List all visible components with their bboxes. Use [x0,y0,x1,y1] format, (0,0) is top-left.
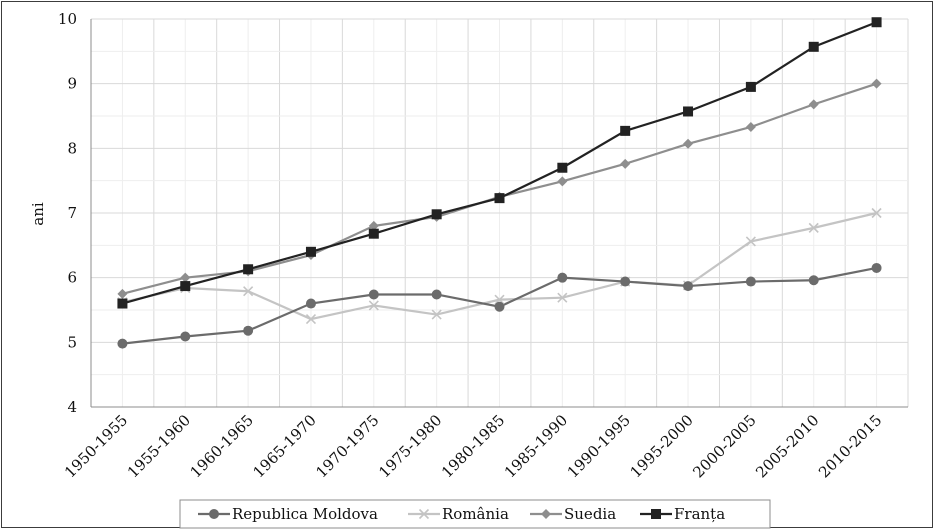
y-tick-label: 8 [67,139,77,157]
point-republica-moldova [620,276,631,287]
point-republica-moldova [117,338,128,349]
point-suedia [808,99,819,110]
point-republica-moldova [243,325,254,336]
point-franta [494,193,505,204]
y-tick-label: 9 [67,75,77,93]
point-franta [871,17,882,28]
x-tick-label: 1990-1995 [564,411,634,481]
point-suedia [683,138,694,149]
point-republica-moldova [431,289,442,300]
x-tick-label: 1970-1975 [312,411,382,481]
point-romania [808,222,819,233]
point-romania [305,313,317,325]
point-romania [745,236,756,247]
legend-marker-romania [418,508,430,520]
legend-marker-franta [651,509,661,519]
x-tick-label: 1980-1985 [438,411,508,481]
legend-label-franta: Franța [674,505,725,523]
point-romania [431,309,442,320]
y-tick-label: 4 [67,398,77,416]
point-republica-moldova [368,289,379,300]
legend-marker-republica-moldova [209,509,219,519]
point-franta [243,264,254,275]
point-romania [557,292,568,303]
y-tick-label: 6 [67,269,77,287]
point-franta [305,246,316,257]
point-republica-moldova [871,262,882,273]
point-republica-moldova [305,298,316,309]
y-tick-label: 7 [67,204,77,222]
point-suedia [871,78,882,89]
series-markers [117,17,882,349]
x-tick-label: 1985-1990 [501,411,571,481]
axes [90,19,908,408]
y-tick-label: 10 [58,10,77,28]
point-republica-moldova [745,276,756,287]
point-republica-moldova [808,275,819,286]
point-republica-moldova [557,272,568,283]
point-franta [431,209,442,220]
point-suedia [620,158,631,169]
y-tick-label: 5 [67,333,77,351]
point-franta [368,228,379,239]
legend-label-suedia: Suedia [564,505,616,523]
point-romania [871,207,882,219]
point-suedia [180,272,191,283]
x-tick-label: 1960-1965 [187,411,257,481]
point-franta [620,125,631,136]
point-suedia [117,288,128,299]
x-tick-label: 2000-2005 [689,411,759,481]
point-franta [180,281,191,292]
point-suedia [745,121,756,132]
grid [90,18,909,408]
y-axis-label: ani [29,202,47,226]
legend-label-romania: România [442,505,509,523]
x-tick-label: 1950-1955 [61,411,131,481]
legend-marker-suedia [541,509,551,519]
point-franta [117,298,128,309]
y-tick-labels: 4 5 6 7 8 9 10 [58,10,77,416]
point-romania [494,294,505,305]
x-tick-label: 1975-1980 [375,411,445,481]
point-suedia [368,220,379,231]
legend: Republica Moldova România Suedia Franța [179,499,771,529]
point-republica-moldova [494,301,505,312]
point-republica-moldova [180,331,191,342]
point-romania [243,286,254,297]
point-franta [808,41,819,52]
point-franta [557,162,568,173]
point-suedia [557,176,568,187]
point-franta [745,81,756,92]
x-tick-labels: 1950-19551955-19601960-19651965-19701970… [61,411,885,481]
x-tick-label: 1965-1970 [249,411,319,481]
point-franta [683,106,694,117]
x-tick-label: 1955-1960 [124,411,194,481]
legend-label-republica-moldova: Republica Moldova [232,505,378,523]
point-republica-moldova [683,281,694,292]
point-romania [368,300,379,311]
x-tick-label: 1995-2000 [627,411,697,481]
x-tick-label: 2010-2015 [815,411,885,481]
x-tick-label: 2005-2010 [752,411,822,481]
